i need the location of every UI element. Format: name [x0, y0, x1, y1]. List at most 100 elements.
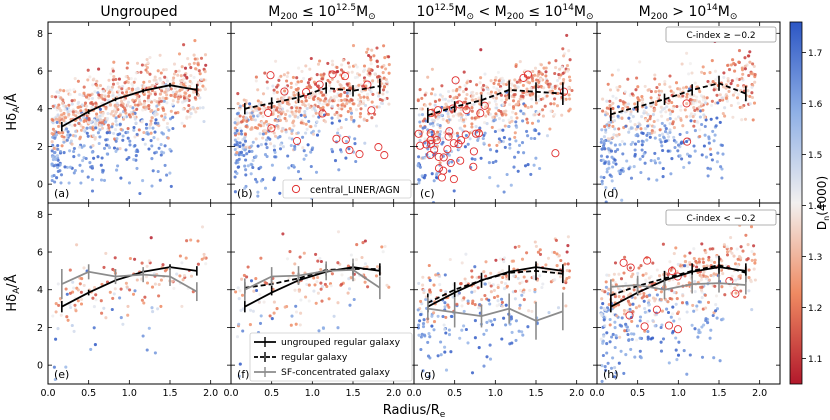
scatter-point	[179, 79, 183, 83]
scatter-point	[678, 154, 682, 158]
scatter-point	[98, 124, 102, 128]
scatter-point	[127, 77, 131, 81]
scatter-point	[125, 66, 129, 70]
scatter-point	[750, 250, 754, 254]
scatter-point	[345, 82, 349, 86]
scatter-point	[292, 119, 296, 123]
scatter-point	[178, 89, 182, 93]
scatter-point	[54, 117, 58, 121]
scatter-point	[60, 101, 65, 105]
scatter-point	[628, 266, 632, 270]
scatter-point	[513, 297, 517, 301]
scatter-point	[97, 141, 101, 146]
scatter-point	[138, 100, 142, 104]
scatter-point	[668, 128, 672, 132]
scatter-point	[431, 87, 435, 91]
scatter-point	[233, 126, 237, 130]
scatter-point	[473, 157, 477, 161]
scatter-point	[516, 276, 520, 280]
scatter-point	[199, 77, 203, 81]
scatter-point	[740, 66, 744, 70]
scatter-point	[82, 144, 86, 148]
scatter-point	[326, 61, 330, 65]
scatter-point	[501, 118, 505, 123]
scatter-point	[705, 96, 709, 100]
scatter-point	[193, 96, 197, 100]
scatter-point	[555, 264, 559, 268]
agn-marker	[340, 72, 350, 81]
scatter-point	[658, 274, 662, 278]
scatter-point	[435, 171, 439, 175]
scatter-point	[173, 92, 177, 96]
scatter-point	[470, 122, 474, 126]
scatter-point	[611, 278, 615, 282]
scatter-point	[316, 97, 320, 101]
scatter-point	[633, 296, 637, 300]
scatter-point	[518, 303, 522, 307]
scatter-point	[68, 149, 72, 153]
scatter-point	[483, 72, 487, 76]
scatter-point	[670, 100, 674, 105]
scatter-point	[284, 112, 288, 116]
scatter-point	[96, 155, 100, 159]
scatter-point	[96, 86, 100, 90]
scatter-point	[153, 75, 157, 79]
scatter-point	[162, 108, 166, 113]
scatter-point	[483, 282, 487, 286]
scatter-point	[477, 96, 481, 100]
scatter-point	[336, 127, 340, 131]
scatter-point	[533, 113, 537, 117]
scatter-point	[619, 277, 624, 281]
scatter-point	[249, 210, 252, 213]
scatter-point	[629, 126, 633, 130]
scatter-point	[302, 113, 307, 118]
scatter-point	[380, 245, 384, 249]
scatter-point	[470, 275, 474, 279]
scatter-point	[370, 116, 374, 120]
scatter-point	[664, 110, 668, 114]
scatter-point	[381, 250, 385, 254]
scatter-point	[693, 280, 697, 284]
scatter-point	[681, 124, 685, 128]
scatter-point	[353, 142, 357, 146]
scatter-point	[374, 124, 379, 128]
scatter-point	[607, 308, 611, 312]
scatter-point	[183, 66, 188, 70]
scatter-point	[74, 129, 78, 133]
scatter-point	[336, 80, 340, 84]
scatter-point	[135, 107, 139, 111]
scatter-point	[444, 368, 449, 372]
scatter-point	[357, 93, 361, 97]
scatter-point	[115, 105, 119, 109]
scatter-point	[447, 153, 451, 157]
scatter-point	[279, 74, 283, 78]
scatter-point	[51, 158, 55, 162]
scatter-point	[144, 68, 148, 72]
scatter-point	[348, 303, 352, 307]
scatter-point	[685, 95, 689, 99]
scatter-point	[187, 103, 191, 108]
scatter-point	[716, 151, 720, 155]
scatter-point	[691, 303, 695, 307]
scatter-point	[293, 147, 297, 151]
scatter-point	[159, 71, 163, 75]
scatter-point	[196, 63, 200, 67]
scatter-point	[106, 111, 110, 116]
scatter-point	[117, 89, 121, 93]
scatter-point	[417, 333, 421, 337]
scatter-point	[283, 89, 287, 93]
scatter-point	[50, 94, 54, 99]
scatter-point	[630, 337, 634, 341]
scatter-point	[135, 96, 139, 100]
scatter-point	[458, 87, 462, 92]
scatter-point	[700, 275, 704, 279]
scatter-point	[272, 91, 276, 95]
scatter-point	[620, 116, 624, 120]
scatter-point	[299, 311, 303, 315]
scatter-point	[645, 138, 649, 142]
scatter-point	[387, 63, 391, 67]
scatter-point	[630, 319, 634, 323]
scatter-point	[373, 72, 377, 76]
scatter-point	[147, 94, 151, 98]
scatter-point	[733, 90, 737, 94]
